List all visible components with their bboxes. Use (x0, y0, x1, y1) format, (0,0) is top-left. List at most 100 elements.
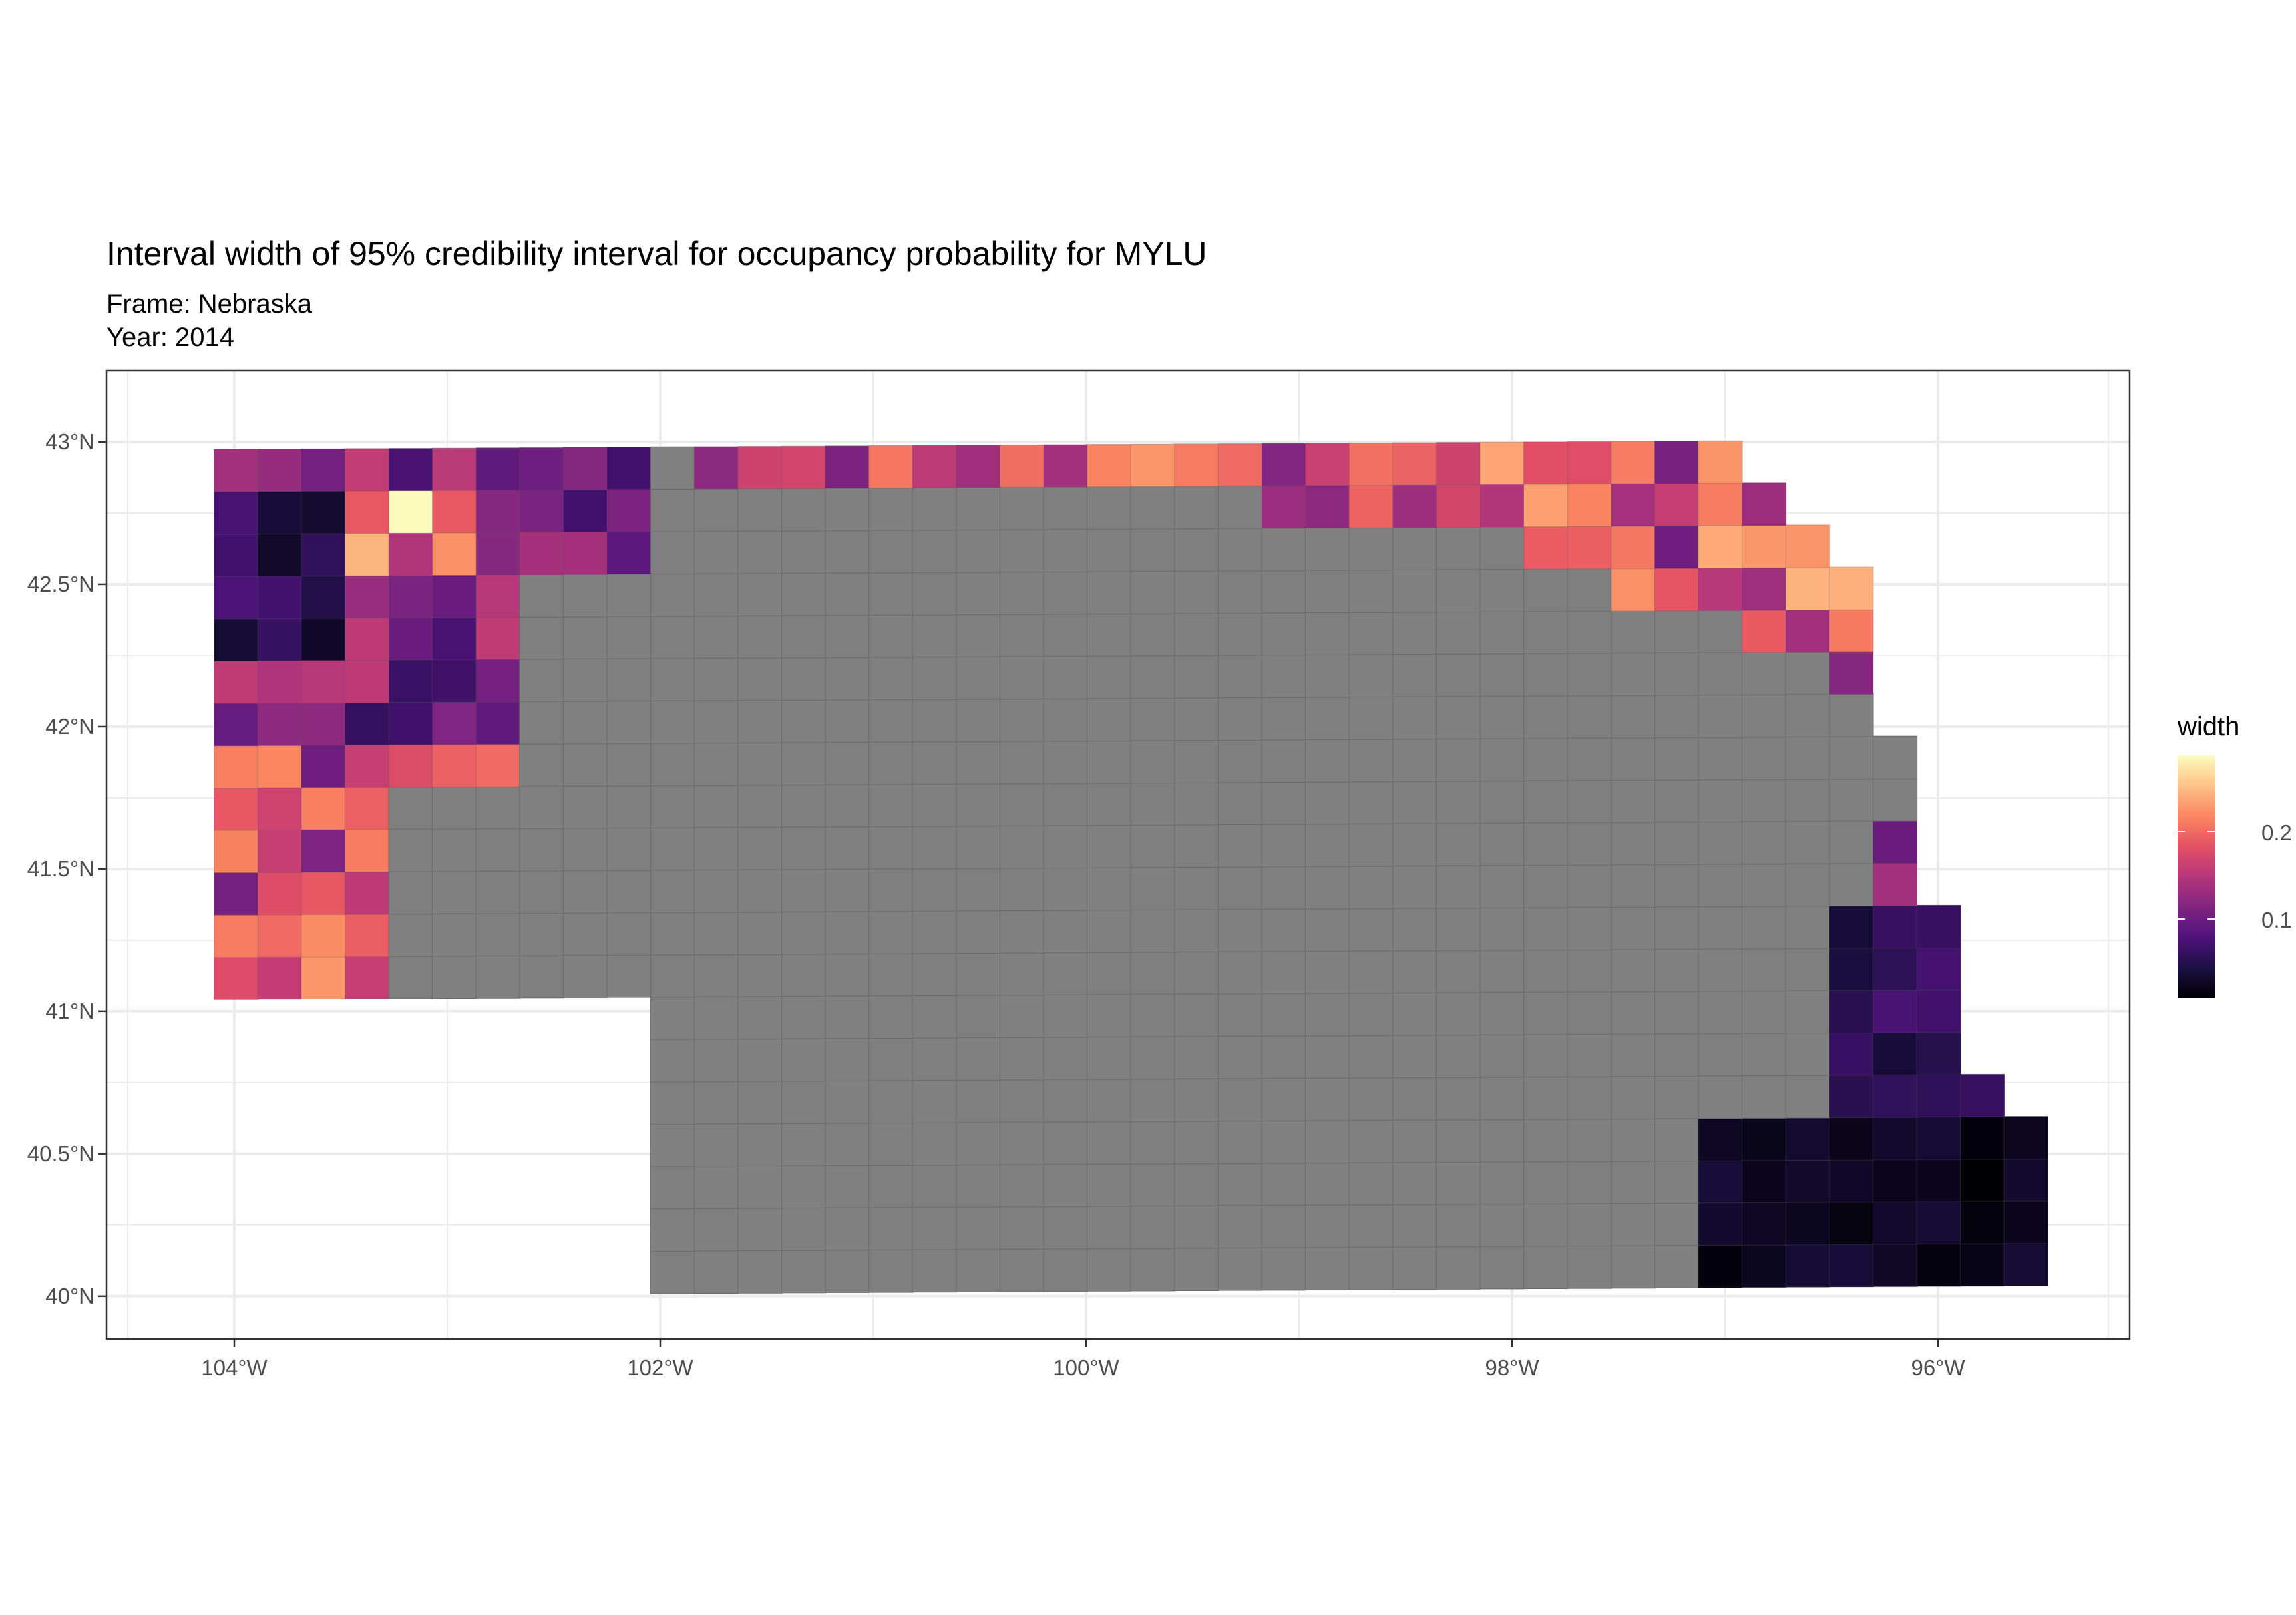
map-cell (1261, 1162, 1306, 1206)
map-cell (1348, 1077, 1394, 1121)
map-cell (1130, 443, 1175, 487)
map-cell (1217, 993, 1263, 1037)
map-cell (1742, 736, 1787, 781)
map-cell (475, 616, 520, 660)
map-cell (825, 741, 870, 785)
map-cell (1305, 1246, 1350, 1290)
map-cell (562, 827, 608, 872)
map-cell (825, 1122, 870, 1166)
map-cell (432, 617, 477, 661)
map-cell (214, 745, 259, 789)
map-cell (737, 911, 783, 955)
map-cell (1174, 993, 1219, 1037)
map-cell (1479, 907, 1525, 951)
map-cell (737, 1250, 783, 1294)
x-axis: 104°W 102°W 100°W 98°W 96°W (201, 1339, 1965, 1380)
map-cell (562, 701, 608, 745)
map-cell (1698, 482, 1743, 526)
map-cell (1479, 1161, 1525, 1205)
map-cell (1305, 908, 1350, 952)
map-cell (956, 1079, 1001, 1123)
map-cell (1654, 610, 1700, 653)
map-cell (1654, 1202, 1700, 1246)
map-cell (1567, 653, 1612, 697)
map-cell (737, 954, 783, 997)
map-cell (1348, 1246, 1394, 1290)
map-cell (1479, 950, 1525, 993)
map-cell (562, 658, 608, 702)
map-cell (1087, 1036, 1132, 1080)
map-cell (1087, 697, 1132, 741)
map-cell (1742, 1159, 1787, 1204)
map-cell (912, 614, 957, 658)
map-cell (868, 995, 914, 1039)
map-cell (1174, 739, 1219, 783)
map-cell (1742, 1075, 1787, 1119)
map-cell (1392, 950, 1437, 993)
map-cell (650, 1039, 695, 1083)
map-cell (1785, 1244, 1830, 1288)
map-cell (1130, 1121, 1175, 1165)
map-cell (1392, 1034, 1437, 1079)
map-cell (650, 657, 695, 701)
map-cell (1916, 1200, 1961, 1245)
map-cell (1785, 948, 1830, 991)
map-cell (606, 573, 652, 618)
map-cell (344, 575, 390, 619)
map-cell (999, 614, 1045, 657)
map-cell (257, 702, 302, 746)
map-cell (1261, 866, 1306, 910)
map-cell (781, 953, 827, 997)
map-cell (1872, 1243, 1918, 1288)
map-cell (1435, 442, 1481, 486)
map-cell (868, 572, 914, 616)
map-cell (562, 954, 608, 998)
map-cell (301, 702, 346, 746)
map-cell (825, 657, 870, 701)
map-cell (999, 1206, 1045, 1250)
map-cell (1960, 1116, 2005, 1160)
map-cell (781, 1080, 827, 1124)
map-cell (693, 912, 739, 956)
map-cell (1392, 1161, 1437, 1205)
map-cell (1829, 1159, 1874, 1203)
map-cell (1523, 864, 1569, 908)
map-cell (1479, 484, 1525, 528)
map-cell (1611, 737, 1656, 781)
map-cell (475, 489, 520, 533)
map-cell (650, 700, 695, 744)
map-cell (1392, 781, 1437, 824)
map-cell (825, 784, 870, 828)
map-cell (214, 829, 259, 874)
map-cell (1348, 653, 1394, 698)
map-cell (257, 575, 302, 620)
map-cell (1043, 910, 1088, 954)
map-cell (301, 448, 346, 492)
map-cell (1785, 1202, 1830, 1246)
y-tick-label: 41°N (45, 999, 95, 1023)
map-cell (1087, 1205, 1132, 1250)
map-cell (825, 953, 870, 997)
map-cell (1435, 992, 1481, 1036)
map-cell (1523, 695, 1569, 739)
map-cell (1829, 1074, 1874, 1119)
map-cells (214, 440, 2048, 1294)
map-cell (475, 701, 520, 745)
map-cell (1611, 822, 1656, 866)
map-cell (825, 572, 870, 616)
map-cell (1043, 613, 1088, 657)
map-cell (214, 660, 259, 704)
map-cell (1348, 1119, 1394, 1163)
map-cell (1785, 693, 1830, 738)
map-cell (1174, 1035, 1219, 1080)
map-cell (781, 1207, 827, 1251)
map-cell (1479, 526, 1525, 570)
map-cell (1130, 655, 1175, 699)
map-cell (388, 701, 433, 745)
map-cell (1829, 736, 1874, 780)
map-cell (388, 744, 433, 788)
map-cell (1217, 781, 1263, 826)
map-cell (344, 490, 390, 534)
map-cell (1654, 482, 1700, 527)
map-cell (825, 910, 870, 955)
